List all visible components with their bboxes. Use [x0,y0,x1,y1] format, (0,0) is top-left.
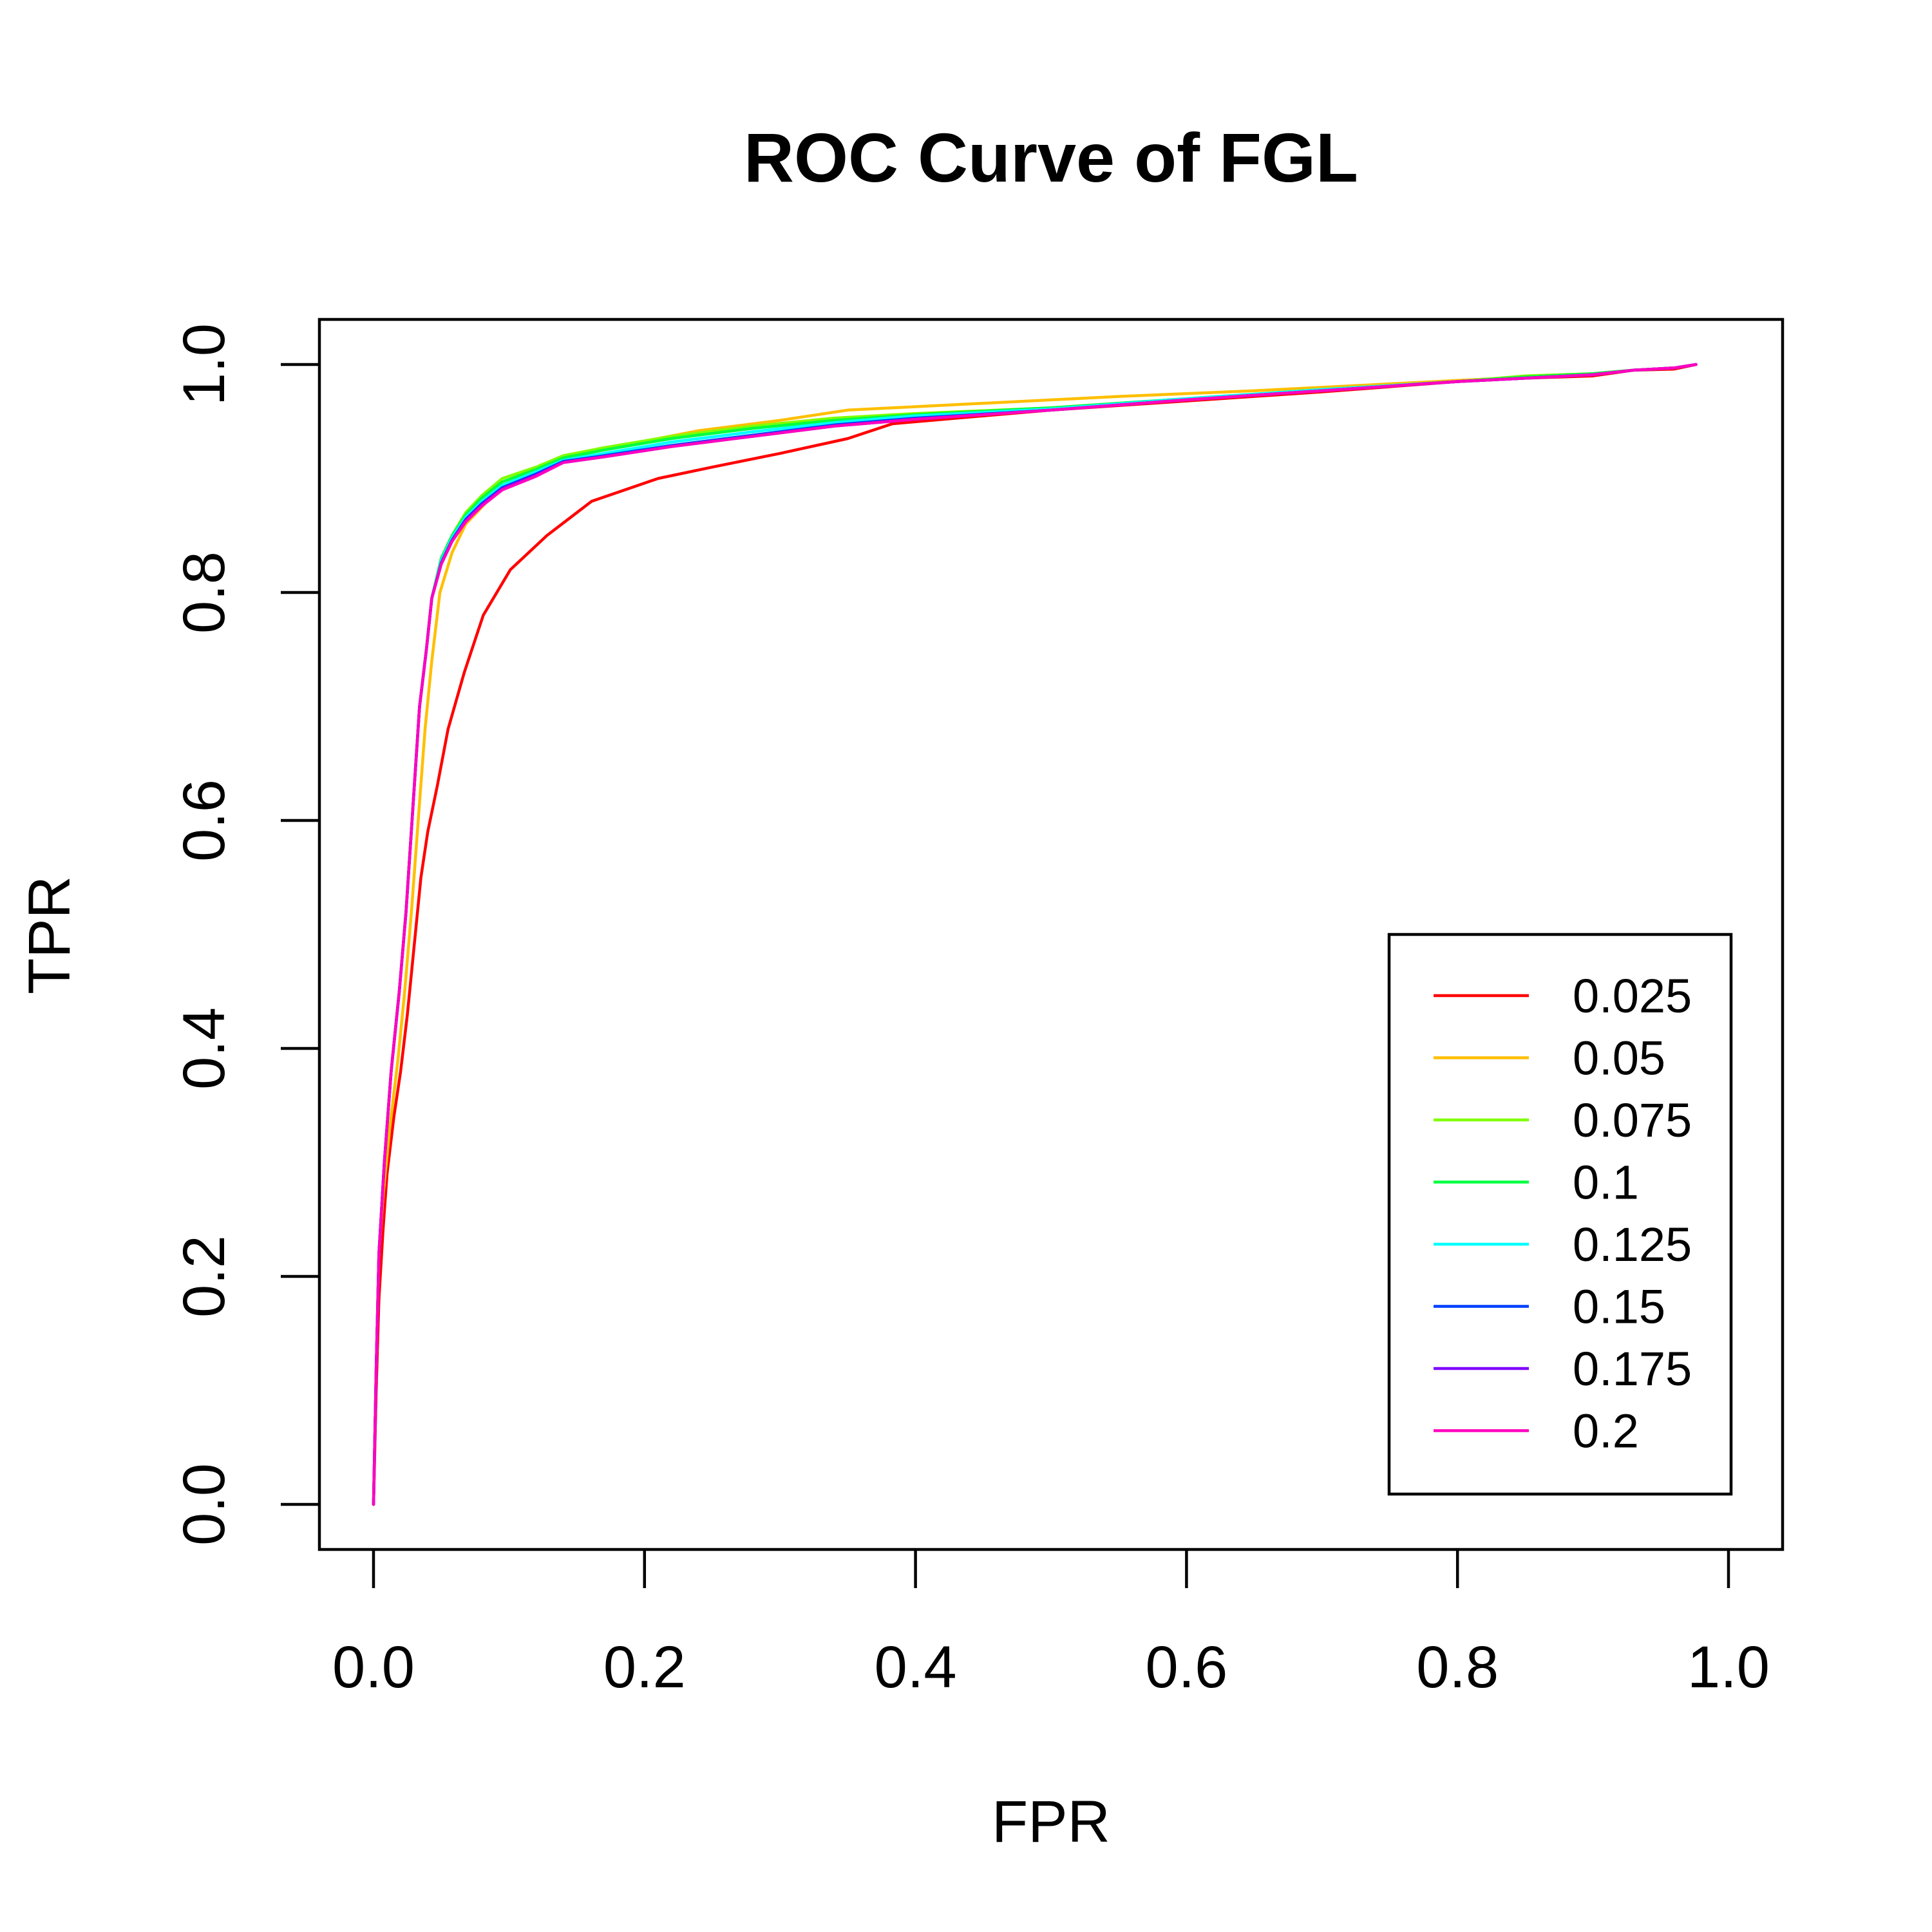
series-line-7 [372,363,1698,1506]
legend-label-0: 0.025 [1573,969,1692,1023]
legend-label-5: 0.15 [1573,1280,1665,1334]
y-tick-label-5: 1.0 [171,323,237,406]
chart-title: ROC Curve of FGL [744,118,1358,196]
legend-label-1: 0.05 [1573,1032,1665,1085]
plot-frame [317,317,1785,1551]
x-tick-label-3: 0.6 [1145,1634,1227,1700]
y-tick-label-0: 0.0 [171,1463,237,1546]
x-tick-label-2: 0.4 [875,1634,957,1700]
series-group [372,363,1698,1506]
y-axis-label: TPR [17,876,82,994]
legend-label-3: 0.1 [1573,1156,1639,1209]
legend: 0.025 0.05 0.075 0.1 0.125 0.15 0.175 0.2 [1387,933,1733,1496]
y-tick-label-3: 0.6 [171,779,237,862]
x-axis-label: FPR [992,1789,1110,1855]
legend-label-4: 0.125 [1573,1218,1692,1271]
y-tick-label-2: 0.4 [171,1007,237,1090]
x-tick-label-1: 0.2 [603,1634,686,1700]
x-tick-label-4: 0.8 [1416,1634,1499,1700]
legend-label-6: 0.175 [1573,1342,1692,1396]
x-axis: 0.0 0.2 0.4 0.6 0.8 1.0 [332,1549,1770,1700]
legend-label-7: 0.2 [1573,1405,1639,1458]
x-tick-label-5: 1.0 [1687,1634,1770,1700]
legend-box [1387,933,1733,1496]
x-tick-label-0: 0.0 [332,1634,415,1700]
y-axis: 0.0 0.2 0.4 0.6 0.8 1.0 [171,323,319,1546]
y-tick-label-1: 0.2 [171,1235,237,1318]
legend-label-2: 0.075 [1573,1094,1692,1147]
y-tick-label-4: 0.8 [171,551,237,634]
